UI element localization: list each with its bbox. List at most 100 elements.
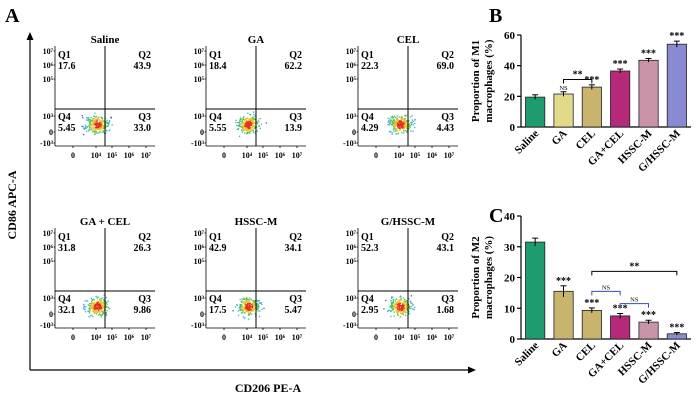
bar bbox=[610, 70, 631, 128]
flow-x-tick: 10⁷ bbox=[444, 151, 455, 160]
flow-x-tick: 0 bbox=[71, 151, 75, 160]
flow-y-tick: 0 bbox=[352, 128, 356, 137]
quadrant-q2-value: 43.1 bbox=[437, 243, 455, 254]
flow-x-tick: 0 bbox=[71, 333, 75, 342]
flow-y-tick: 10⁶ bbox=[194, 243, 205, 252]
quadrant-q3-value: 13.9 bbox=[285, 123, 303, 134]
quadrant-q4-value: 2.95 bbox=[361, 305, 379, 316]
bracket-significance: ** bbox=[629, 261, 639, 272]
bar-y-tick-label: 30 bbox=[504, 242, 516, 254]
quadrant-q4-label: Q4 bbox=[209, 294, 222, 305]
quadrant-q3-label: Q3 bbox=[138, 112, 151, 123]
quadrant-q1-value: 52.3 bbox=[361, 243, 379, 254]
bar-category-label: GA bbox=[549, 128, 569, 148]
flow-y-tick: 10³ bbox=[346, 112, 357, 121]
flow-x-tick: 10⁴ bbox=[91, 151, 102, 160]
flow-panel-title: Saline bbox=[91, 34, 120, 46]
flow-density-dots bbox=[235, 111, 267, 137]
comparison-bracket bbox=[591, 270, 678, 276]
bar bbox=[581, 86, 602, 128]
bar-y-axis-label-2: macrophages (%) bbox=[483, 39, 495, 123]
bar-category-label: Saline bbox=[512, 340, 541, 369]
flow-x-tick: 0 bbox=[222, 151, 226, 160]
flow-y-tick: -10³ bbox=[343, 321, 357, 330]
significance-label: *** bbox=[669, 323, 684, 334]
flow-x-tick: 10⁵ bbox=[107, 151, 118, 160]
flow-x-tick: 10⁶ bbox=[427, 151, 438, 160]
bar-category-label: CEL bbox=[573, 340, 597, 364]
significance-label: *** bbox=[613, 303, 628, 314]
flow-x-tick: 10⁴ bbox=[242, 333, 253, 342]
bar bbox=[638, 59, 659, 128]
quadrant-q2-label: Q2 bbox=[441, 232, 454, 243]
bar bbox=[610, 315, 631, 340]
significance-label: *** bbox=[613, 59, 628, 70]
bar-y-tick-label: 0 bbox=[510, 122, 516, 134]
flow-y-tick: 10³ bbox=[194, 294, 205, 303]
ns-label: NS bbox=[559, 85, 568, 92]
flow-density-dots bbox=[83, 294, 111, 318]
flow-x-tick: 10⁴ bbox=[394, 333, 405, 342]
quadrant-q2-value: 34.1 bbox=[285, 243, 303, 254]
flow-x-tick: 10⁶ bbox=[124, 151, 135, 160]
flow-density-dots bbox=[232, 297, 265, 320]
quadrant-q4-label: Q4 bbox=[58, 112, 71, 123]
quadrant-q1-label: Q1 bbox=[58, 50, 71, 61]
bar bbox=[581, 309, 602, 340]
bar-y-tick-label: 20 bbox=[504, 273, 516, 285]
flow-outer-axes bbox=[26, 32, 476, 374]
flow-y-tick: 10³ bbox=[43, 112, 54, 121]
flow-y-tick: 10³ bbox=[346, 294, 357, 303]
quadrant-q1-label: Q1 bbox=[361, 50, 374, 61]
quadrant-q3-label: Q3 bbox=[138, 294, 151, 305]
flow-y-tick: 10⁵ bbox=[194, 257, 205, 266]
bar-category-label: Saline bbox=[512, 128, 541, 157]
quadrant-q1-value: 17.6 bbox=[58, 61, 76, 72]
comparison-bracket bbox=[563, 78, 593, 84]
panel-b-letter: B bbox=[489, 5, 502, 27]
quadrant-q2-label: Q2 bbox=[138, 50, 151, 61]
flow-y-tick: 10³ bbox=[194, 112, 205, 121]
bar bbox=[525, 96, 546, 128]
quadrant-q4-value: 32.1 bbox=[58, 305, 76, 316]
flow-y-tick: 0 bbox=[200, 128, 204, 137]
flow-y-tick: 10³ bbox=[43, 294, 54, 303]
bracket-significance: ** bbox=[573, 69, 583, 80]
flow-density-dots bbox=[387, 114, 416, 135]
comparison-bracket bbox=[619, 303, 649, 308]
quadrant-q1-label: Q1 bbox=[209, 50, 222, 61]
flow-panels: SalineQ117.6Q243.9Q45.45Q333.010⁷10⁶10⁵1… bbox=[40, 34, 458, 342]
significance-label: *** bbox=[669, 31, 684, 42]
bar-y-tick-label: 0 bbox=[510, 334, 516, 346]
bar-category-label: CEL bbox=[573, 128, 597, 152]
bar-y-tick-label: 20 bbox=[504, 91, 516, 103]
chart-b-m1: Proportion of M1 macrophages (%) 0 20 40 60 Sa… bbox=[470, 30, 691, 175]
flow-x-tick: 0 bbox=[374, 151, 378, 160]
bar bbox=[553, 290, 574, 340]
quadrant-q1-label: Q1 bbox=[58, 232, 71, 243]
bar-y-axis-label: Proportion of M2 bbox=[470, 236, 482, 319]
bracket-significance: NS bbox=[630, 297, 639, 304]
quadrant-q1-value: 22.3 bbox=[361, 61, 379, 72]
flow-x-tick: 10⁷ bbox=[444, 333, 455, 342]
flow-x-tick: 10⁴ bbox=[91, 333, 102, 342]
bar-y-tick-label: 40 bbox=[504, 211, 516, 223]
flow-x-tick: 10⁶ bbox=[427, 333, 438, 342]
flow-y-tick: 10⁷ bbox=[194, 47, 205, 56]
flow-x-tick: 10⁷ bbox=[292, 333, 303, 342]
significance-label: *** bbox=[641, 310, 656, 321]
quadrant-q2-label: Q2 bbox=[138, 232, 151, 243]
flow-y-tick: 0 bbox=[352, 310, 356, 319]
bracket-significance: NS bbox=[602, 284, 611, 291]
flow-y-tick: 10⁷ bbox=[194, 229, 205, 238]
quadrant-q3-value: 33.0 bbox=[134, 123, 152, 134]
quadrant-q1-value: 18.4 bbox=[209, 61, 227, 72]
flow-y-tick: -10³ bbox=[40, 321, 54, 330]
quadrant-q3-label: Q3 bbox=[441, 294, 454, 305]
quadrant-q4-value: 17.5 bbox=[209, 305, 227, 316]
flow-y-tick: -10³ bbox=[191, 139, 205, 148]
quadrant-q1-value: 31.8 bbox=[58, 243, 76, 254]
